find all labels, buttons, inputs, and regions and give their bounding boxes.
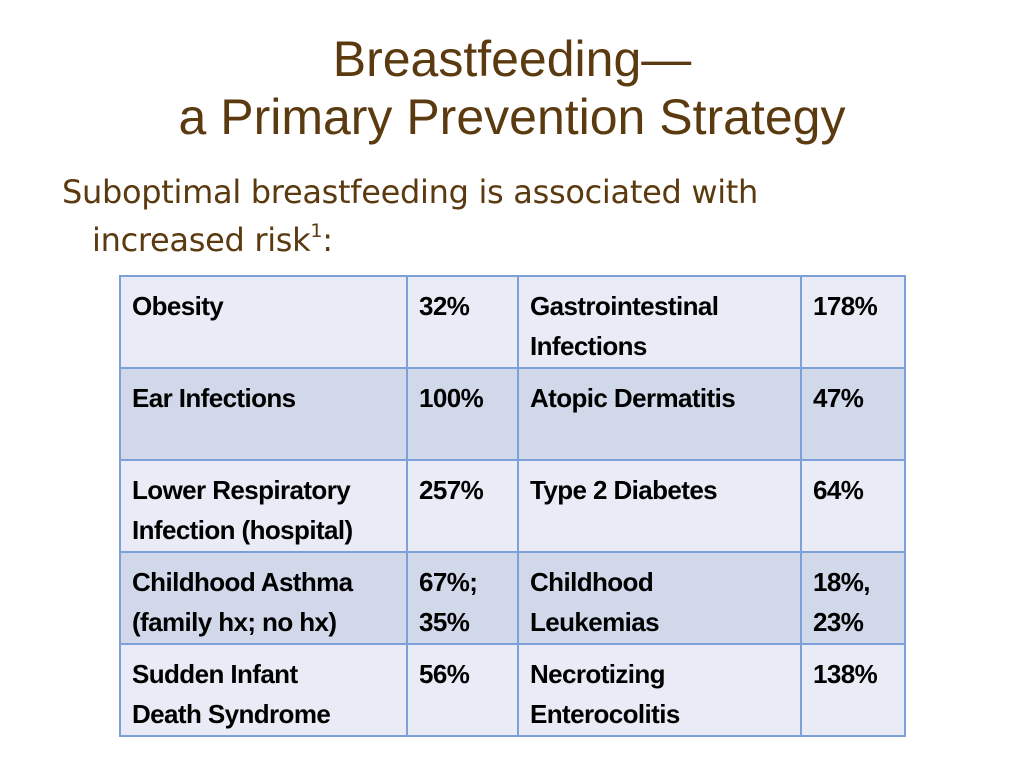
cell-text-line: 35%	[419, 607, 470, 637]
footnote-reference: 1	[310, 220, 323, 242]
slide-subtitle: Suboptimal breastfeeding is associated w…	[62, 168, 962, 264]
table-cell-condition: Atopic Dermatitis	[517, 367, 802, 461]
cell-text-line: Death Syndrome	[132, 699, 331, 729]
subtitle-line-2-suffix: :	[322, 221, 333, 259]
cell-text-line: (family hx; no hx)	[132, 607, 337, 637]
table-cell-condition: Sudden Infant Death Syndrome	[119, 643, 408, 737]
table-cell-risk-percent: 100%	[406, 367, 519, 461]
table-cell-risk-percent: 32%	[406, 275, 519, 369]
table-cell-risk-percent: 47%	[800, 367, 906, 461]
table-row: Sudden Infant Death Syndrome 56% Necrotizin…	[119, 643, 906, 737]
cell-text-line: Childhood Asthma	[132, 567, 353, 597]
table-row: Lower Respiratory Infection (hospital) 257…	[119, 459, 906, 553]
cell-text-line: Ear Infections	[132, 383, 296, 413]
cell-text-line: 257%	[419, 475, 484, 505]
cell-text-line: Gastrointestinal	[530, 291, 719, 321]
cell-text-line: Atopic Dermatitis	[530, 383, 736, 413]
cell-text-line: Necrotizing	[530, 659, 666, 689]
table-cell-risk-percent: 56%	[406, 643, 519, 737]
table-row: Obesity 32% Gastrointestinal Infections 178%	[119, 275, 906, 369]
table-cell-risk-percent: 257%	[406, 459, 519, 553]
table-row: Ear Infections 100% Atopic Dermatitis 47%	[119, 367, 906, 461]
cell-text-line: 18%,	[813, 567, 870, 597]
cell-text-line: Sudden Infant	[132, 659, 298, 689]
table-cell-risk-percent: 178%	[800, 275, 906, 369]
table-cell-condition: Lower Respiratory Infection (hospital)	[119, 459, 408, 553]
cell-text-line: Infection (hospital)	[132, 515, 353, 545]
cell-text-line: Type 2 Diabetes	[530, 475, 718, 505]
table-cell-condition: Ear Infections	[119, 367, 408, 461]
subtitle-line-2-text: increased risk	[92, 221, 311, 259]
table-cell-risk-percent: 67%; 35%	[406, 551, 519, 645]
risk-table: Obesity 32% Gastrointestinal Infections 178%…	[119, 275, 906, 737]
cell-text-line: Enterocolitis	[530, 699, 680, 729]
slide-title: Breastfeeding— a Primary Prevention Stra…	[0, 30, 1024, 146]
risk-table-body: Obesity 32% Gastrointestinal Infections 178%…	[119, 275, 906, 737]
table-cell-condition: Type 2 Diabetes	[517, 459, 802, 553]
table-cell-risk-percent: 64%	[800, 459, 906, 553]
cell-text-line: 47%	[813, 383, 864, 413]
risk-table-container: Obesity 32% Gastrointestinal Infections 178%…	[119, 275, 906, 737]
subtitle-line-1: Suboptimal breastfeeding is associated w…	[62, 173, 759, 211]
cell-text-line: 56%	[419, 659, 470, 689]
cell-text-line: Childhood	[530, 567, 654, 597]
cell-text-line: 32%	[419, 291, 470, 321]
cell-text-line: Lower Respiratory	[132, 475, 351, 505]
cell-text-line: 178%	[813, 291, 878, 321]
table-cell-condition: Childhood Leukemias	[517, 551, 802, 645]
table-cell-condition: Childhood Asthma (family hx; no hx)	[119, 551, 408, 645]
subtitle-line-2: increased risk1:	[62, 216, 962, 264]
cell-text-line: 64%	[813, 475, 864, 505]
table-cell-risk-percent: 18%, 23%	[800, 551, 906, 645]
cell-text-line: 138%	[813, 659, 878, 689]
table-cell-condition: Gastrointestinal Infections	[517, 275, 802, 369]
cell-text-line: 100%	[419, 383, 484, 413]
title-line-2: a Primary Prevention Strategy	[178, 89, 846, 145]
cell-text-line: Infections	[530, 331, 647, 361]
table-row: Childhood Asthma (family hx; no hx) 67%; 35…	[119, 551, 906, 645]
table-cell-condition: Obesity	[119, 275, 408, 369]
cell-text-line: Obesity	[132, 291, 224, 321]
title-line-1: Breastfeeding—	[332, 31, 692, 87]
cell-text-line: Leukemias	[530, 607, 660, 637]
table-cell-risk-percent: 138%	[800, 643, 906, 737]
cell-text-line: 67%;	[419, 567, 478, 597]
table-cell-condition: Necrotizing Enterocolitis	[517, 643, 802, 737]
cell-text-line: 23%	[813, 607, 864, 637]
